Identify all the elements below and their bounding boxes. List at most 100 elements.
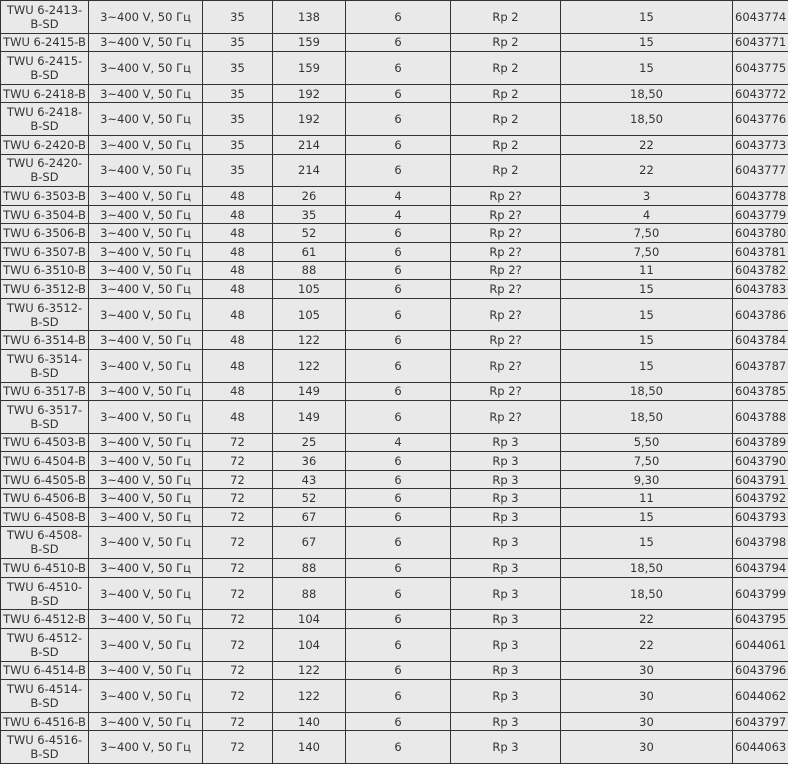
connection-cell: Rp 3 (450, 469, 561, 490)
power-cell: 30 (560, 660, 733, 681)
article-number-cell: 6043783 (732, 279, 788, 299)
value-cell: 140 (272, 711, 346, 732)
value-cell: 6 (345, 507, 451, 527)
voltage-cell: 3~400 V, 50 Гц (88, 381, 203, 402)
value-cell: 61 (272, 241, 346, 262)
value-cell: 48 (202, 260, 273, 281)
connection-cell: Rp 3 (450, 730, 561, 764)
connection-cell: Rp 2 (450, 51, 561, 85)
connection-cell: Rp 2? (450, 186, 561, 206)
voltage-cell: 3~400 V, 50 Гц (88, 51, 203, 85)
value-cell: 35 (202, 134, 273, 155)
power-cell: 11 (560, 260, 733, 281)
model-cell: TWU 6-2418-B-SD (0, 102, 89, 136)
power-cell: 30 (560, 679, 733, 713)
value-cell: 214 (272, 134, 346, 155)
value-cell: 72 (202, 679, 273, 713)
voltage-cell: 3~400 V, 50 Гц (88, 469, 203, 490)
article-number-cell: 6043780 (732, 223, 788, 243)
model-cell: TWU 6-3507-B (0, 241, 89, 262)
voltage-cell: 3~400 V, 50 Гц (88, 260, 203, 281)
article-number-cell: 6043782 (732, 260, 788, 281)
table-row: TWU 6-4504-B 3~400 V, 50 Гц 72 36 6 Rp 3 7,50 6… (0, 451, 788, 471)
value-cell: 138 (272, 0, 346, 34)
power-cell: 7,50 (560, 451, 733, 471)
voltage-cell: 3~400 V, 50 Гц (88, 558, 203, 578)
model-cell: TWU 6-4506-B (0, 488, 89, 509)
value-cell: 140 (272, 730, 346, 764)
value-cell: 6 (345, 628, 451, 662)
voltage-cell: 3~400 V, 50 Гц (88, 488, 203, 509)
value-cell: 6 (345, 279, 451, 299)
voltage-cell: 3~400 V, 50 Гц (88, 204, 203, 225)
table-row: TWU 6-2415-B 3~400 V, 50 Гц 35 159 6 Rp 2 15 60… (0, 32, 788, 53)
table-row: TWU 6-2420-B 3~400 V, 50 Гц 35 214 6 Rp 2 22 60… (0, 134, 788, 155)
article-number-cell: 6043771 (732, 32, 788, 53)
value-cell: 6 (345, 660, 451, 681)
connection-cell: Rp 2 (450, 0, 561, 34)
table-row: TWU 6-3514-B-SD 3~400 V, 50 Гц 48 122 6 Rp 2?… (0, 348, 788, 383)
value-cell: 48 (202, 241, 273, 262)
connection-cell: Rp 3 (450, 432, 561, 453)
value-cell: 214 (272, 153, 346, 188)
model-cell: TWU 6-4516-B-SD (0, 730, 89, 764)
table-row: TWU 6-4508-B-SD 3~400 V, 50 Гц 72 67 6 Rp 3 15… (0, 525, 788, 560)
article-number-cell: 6043785 (732, 381, 788, 402)
model-cell: TWU 6-4508-B (0, 507, 89, 527)
power-cell: 18,50 (560, 83, 733, 104)
connection-cell: Rp 2? (450, 297, 561, 332)
table-row: TWU 6-3507-B 3~400 V, 50 Гц 48 61 6 Rp 2? 7,50… (0, 241, 788, 262)
value-cell: 67 (272, 507, 346, 527)
connection-cell: Rp 3 (450, 525, 561, 560)
article-number-cell: 6043792 (732, 488, 788, 509)
power-cell: 5,50 (560, 432, 733, 453)
value-cell: 72 (202, 507, 273, 527)
voltage-cell: 3~400 V, 50 Гц (88, 348, 203, 383)
value-cell: 6 (345, 330, 451, 350)
power-cell: 15 (560, 51, 733, 85)
value-cell: 6 (345, 32, 451, 53)
voltage-cell: 3~400 V, 50 Гц (88, 134, 203, 155)
value-cell: 192 (272, 102, 346, 136)
voltage-cell: 3~400 V, 50 Гц (88, 451, 203, 471)
value-cell: 6 (345, 609, 451, 630)
power-cell: 15 (560, 279, 733, 299)
value-cell: 159 (272, 32, 346, 53)
value-cell: 72 (202, 469, 273, 490)
power-cell: 15 (560, 348, 733, 383)
article-number-cell: 6043787 (732, 348, 788, 383)
value-cell: 35 (202, 83, 273, 104)
value-cell: 88 (272, 576, 346, 611)
model-cell: TWU 6-4505-B (0, 469, 89, 490)
value-cell: 6 (345, 83, 451, 104)
article-number-cell: 6044063 (732, 730, 788, 764)
connection-cell: Rp 2 (450, 153, 561, 188)
article-number-cell: 6043798 (732, 525, 788, 560)
value-cell: 52 (272, 488, 346, 509)
power-cell: 3 (560, 186, 733, 206)
connection-cell: Rp 2? (450, 330, 561, 350)
value-cell: 192 (272, 83, 346, 104)
voltage-cell: 3~400 V, 50 Гц (88, 223, 203, 243)
voltage-cell: 3~400 V, 50 Гц (88, 730, 203, 764)
model-cell: TWU 6-3510-B (0, 260, 89, 281)
voltage-cell: 3~400 V, 50 Гц (88, 330, 203, 350)
power-cell: 9,30 (560, 469, 733, 490)
connection-cell: Rp 2? (450, 260, 561, 281)
value-cell: 48 (202, 186, 273, 206)
power-cell: 15 (560, 525, 733, 560)
connection-cell: Rp 3 (450, 679, 561, 713)
power-cell: 11 (560, 488, 733, 509)
voltage-cell: 3~400 V, 50 Гц (88, 711, 203, 732)
model-cell: TWU 6-2415-B-SD (0, 51, 89, 85)
article-number-cell: 6044062 (732, 679, 788, 713)
voltage-cell: 3~400 V, 50 Гц (88, 628, 203, 662)
article-number-cell: 6043791 (732, 469, 788, 490)
model-cell: TWU 6-3512-B (0, 279, 89, 299)
model-cell: TWU 6-2420-B-SD (0, 153, 89, 188)
model-cell: TWU 6-3512-B-SD (0, 297, 89, 332)
table-row: TWU 6-3503-B 3~400 V, 50 Гц 48 26 4 Rp 2? 3 604… (0, 186, 788, 206)
value-cell: 48 (202, 330, 273, 350)
